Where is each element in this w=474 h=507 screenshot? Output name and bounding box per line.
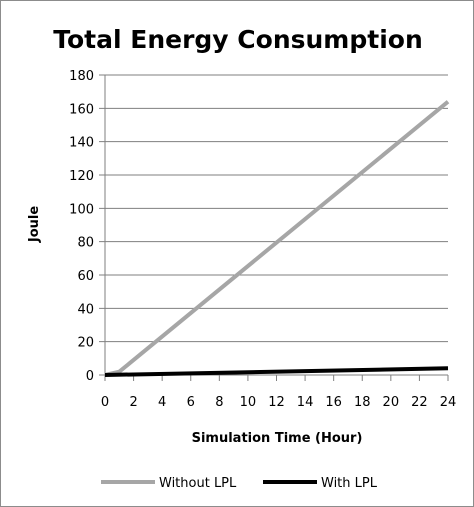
y-tick-label: 60 xyxy=(77,269,94,284)
legend: Without LPL With LPL xyxy=(101,476,378,491)
y-tick-label: 20 xyxy=(77,336,94,351)
x-tick-label: 6 xyxy=(187,395,195,410)
series-lines xyxy=(104,100,450,377)
y-tick-label: 40 xyxy=(77,302,94,317)
axes xyxy=(104,75,449,381)
legend-label-0: Without LPL xyxy=(159,476,237,491)
y-tick-label: 120 xyxy=(69,169,94,184)
x-tick-label: 2 xyxy=(129,395,137,410)
x-tick-label: 18 xyxy=(354,395,371,410)
x-tick-label: 8 xyxy=(215,395,223,410)
y-tick-label: 0 xyxy=(86,369,94,384)
x-tick-label: 20 xyxy=(383,395,400,410)
grid-lines xyxy=(99,74,448,376)
y-tick-label: 80 xyxy=(77,236,94,251)
x-tick-label: 24 xyxy=(440,395,457,410)
y-tick-label: 100 xyxy=(69,202,94,217)
legend-label-1: With LPL xyxy=(321,476,378,491)
x-tick-labels: 0 2 4 6 8 10 12 14 16 18 20 22 24 xyxy=(101,395,456,410)
series-line-1 xyxy=(104,366,449,377)
series-line-0 xyxy=(104,100,450,377)
x-axis-label: Simulation Time (Hour) xyxy=(192,431,363,446)
y-tick-label: 140 xyxy=(69,136,94,151)
x-tick-label: 4 xyxy=(158,395,166,410)
x-tick-label: 12 xyxy=(268,395,285,410)
y-axis-label: Joule xyxy=(27,206,42,243)
y-tick-label: 180 xyxy=(69,69,94,84)
x-tick-label: 10 xyxy=(240,395,257,410)
x-tick-label: 22 xyxy=(411,395,428,410)
x-tick-label: 16 xyxy=(325,395,342,410)
x-tick-label: 0 xyxy=(101,395,109,410)
x-tick-label: 14 xyxy=(297,395,314,410)
y-tick-labels: 0 20 40 60 80 100 120 140 160 180 xyxy=(69,69,94,384)
y-tick-label: 160 xyxy=(69,102,94,117)
chart-title: Total Energy Consumption xyxy=(53,25,423,54)
